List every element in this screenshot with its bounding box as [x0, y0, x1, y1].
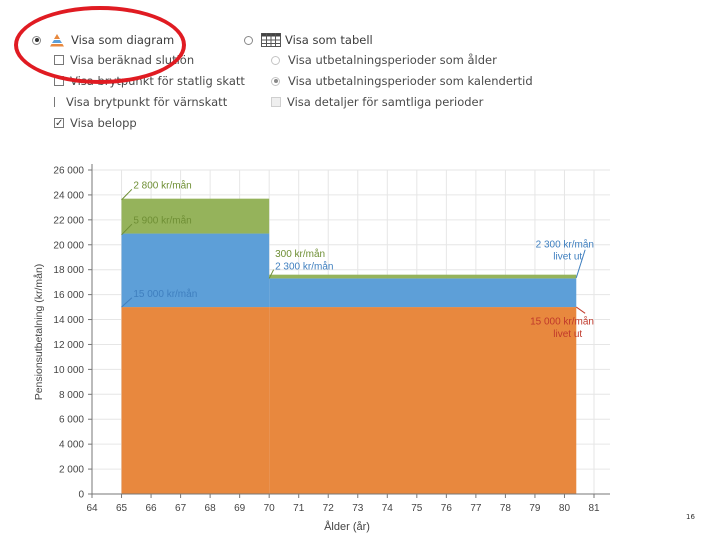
y-tick-label: 18 000 [53, 265, 84, 276]
x-tick-label: 78 [500, 503, 512, 514]
view-diagram-option[interactable]: Visa som diagram [32, 33, 174, 47]
final-salary-option[interactable]: Visa beräknad slutlön [54, 53, 194, 67]
details-checkbox[interactable] [271, 97, 281, 107]
area-segment [269, 274, 577, 279]
y-tick-label: 0 [78, 490, 84, 501]
y-tick-label: 24 000 [53, 190, 84, 201]
x-tick-label: 66 [145, 503, 157, 514]
view-table-option[interactable]: Visa som tabell [244, 33, 373, 47]
y-tick-label: 10 000 [53, 365, 84, 376]
wealth-tax-checkbox[interactable] [54, 97, 60, 107]
y-tick-label: 8 000 [59, 390, 84, 401]
amount-label: Visa belopp [70, 116, 137, 130]
area-segment [269, 278, 577, 308]
label-pointer [121, 223, 133, 236]
x-tick-label: 71 [293, 503, 305, 514]
y-tick-label: 6 000 [59, 415, 84, 426]
label-pointer [575, 249, 586, 278]
view-diagram-radio[interactable] [32, 35, 41, 45]
area-segment [121, 198, 270, 234]
periods-calendar-option[interactable]: Visa utbetalningsperioder som kalenderti… [271, 74, 533, 88]
data-label: 5 900 kr/mån [133, 215, 191, 227]
y-axis-label: Pensionsutbetalning (kr/mån) [33, 264, 45, 401]
x-axis-label: Ålder (år) [324, 520, 370, 533]
label-pointer [575, 306, 586, 314]
x-tick-label: 65 [116, 503, 128, 514]
periods-age-option[interactable]: Visa utbetalningsperioder som ålder [271, 53, 497, 67]
y-tick-label: 14 000 [53, 315, 84, 326]
area-segment [269, 307, 577, 494]
amount-checkbox[interactable]: ✓ [54, 118, 64, 129]
periods-age-radio[interactable] [271, 55, 280, 65]
data-label: livet ut [553, 329, 582, 340]
x-tick-label: 79 [529, 503, 541, 514]
wealth-tax-option[interactable]: Visa brytpunkt för värnskatt [54, 95, 227, 109]
area-segment [121, 307, 270, 494]
y-tick-label: 16 000 [53, 290, 84, 301]
final-salary-checkbox[interactable] [54, 55, 64, 65]
x-tick-label: 72 [323, 503, 335, 514]
details-label: Visa detaljer för samtliga perioder [287, 95, 484, 109]
data-label: 2 300 kr/mån [536, 238, 594, 250]
y-tick-label: 20 000 [53, 240, 84, 251]
y-tick-label: 22 000 [53, 215, 84, 226]
table-icon [261, 33, 281, 47]
periods-calendar-label: Visa utbetalningsperioder som kalenderti… [288, 74, 533, 88]
x-tick-label: 64 [86, 503, 98, 514]
amount-option[interactable]: ✓ Visa belopp [54, 116, 137, 130]
x-tick-label: 68 [205, 503, 217, 514]
data-label: livet ut [553, 252, 582, 263]
y-tick-label: 2 000 [59, 465, 84, 476]
x-tick-label: 81 [588, 503, 600, 514]
x-tick-label: 74 [382, 503, 394, 514]
x-tick-label: 76 [441, 503, 453, 514]
y-tick-label: 26 000 [53, 166, 84, 177]
final-salary-label: Visa beräknad slutlön [70, 53, 195, 67]
x-tick-label: 77 [470, 503, 482, 514]
x-tick-label: 80 [559, 503, 571, 514]
view-table-radio[interactable] [244, 35, 253, 45]
periods-calendar-radio[interactable] [271, 76, 280, 86]
data-label: 300 kr/mån [275, 248, 325, 260]
data-label: 15 000 kr/mån [133, 288, 197, 300]
view-table-label: Visa som tabell [285, 33, 373, 47]
label-pointer [121, 188, 133, 201]
pyramid-icon [50, 34, 64, 47]
x-tick-label: 69 [234, 503, 246, 514]
view-diagram-label: Visa som diagram [71, 33, 175, 47]
details-option[interactable]: Visa detaljer för samtliga perioder [271, 95, 483, 109]
data-label: 2 800 kr/mån [133, 180, 191, 192]
x-tick-label: 75 [411, 503, 423, 514]
page-number: 16 [686, 513, 695, 521]
periods-age-label: Visa utbetalningsperioder som ålder [288, 53, 497, 67]
data-label: 2 300 kr/mån [275, 261, 333, 273]
x-tick-label: 67 [175, 503, 187, 514]
data-label: 15 000 kr/mån [530, 316, 594, 328]
x-tick-label: 70 [264, 503, 276, 514]
y-tick-label: 4 000 [59, 440, 84, 451]
x-tick-label: 73 [352, 503, 364, 514]
y-tick-label: 12 000 [53, 340, 84, 351]
area-segment [121, 233, 270, 308]
label-pointer [268, 269, 275, 279]
wealth-tax-label: Visa brytpunkt för värnskatt [66, 95, 228, 109]
label-pointer [121, 297, 133, 308]
